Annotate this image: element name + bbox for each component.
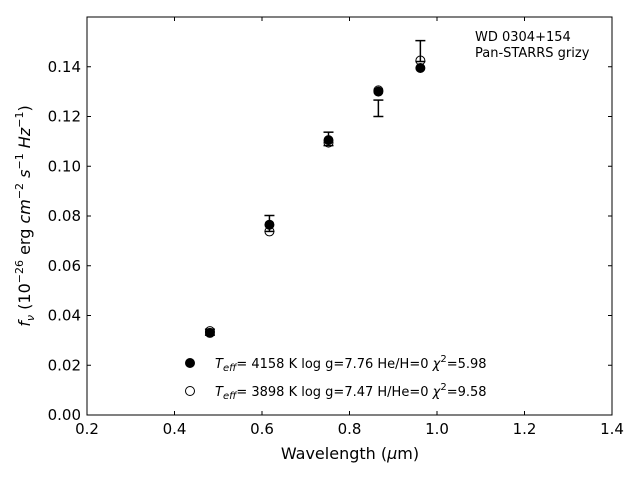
model-point-open <box>323 137 334 148</box>
annotation-survey-name: Pan-STARRS grizy <box>475 46 590 61</box>
y-tick-label: 0.12 <box>48 108 81 126</box>
model-point-open <box>373 85 384 96</box>
plot-area <box>204 39 426 338</box>
x-axis-label: Wavelength (μm) <box>281 444 419 463</box>
legend-label-model-1: Teff= 4158 K log g=7.76 He/H=0 χ2=5.98 <box>215 354 487 374</box>
legend: Teff= 4158 K log g=7.76 He/H=0 χ2=5.98 T… <box>185 354 487 402</box>
y-tick-label: 0.02 <box>48 356 81 374</box>
observed-errorbar <box>373 99 384 118</box>
model-point-open <box>204 326 215 337</box>
legend-marker-open <box>185 386 195 396</box>
y-axis-label: fν (10−26 erg cm−2 s−1 Hz−1) <box>13 105 37 326</box>
x-tick-label: 1.4 <box>600 420 624 438</box>
model-point-filled <box>264 219 275 230</box>
x-tick-label: 1.2 <box>513 420 537 438</box>
legend-marker-filled <box>185 358 195 368</box>
annotation-object-name: WD 0304+154 <box>475 30 571 45</box>
observed-errorbar <box>415 39 426 63</box>
legend-label-model-2: Teff= 3898 K log g=7.47 H/He=0 χ2=9.58 <box>215 382 487 402</box>
model-point-filled <box>415 62 426 73</box>
y-tick-label: 0.14 <box>48 58 81 76</box>
axis-ticks: 0.2 0.4 0.6 0.8 1.0 1.2 1.4 0.00 0.02 0.04 0.06 0.0… <box>48 17 624 438</box>
y-tick-label: 0.10 <box>48 157 81 175</box>
x-tick-label: 0.8 <box>338 420 362 438</box>
y-tick-label: 0.08 <box>48 207 81 225</box>
y-tick-label: 0.00 <box>48 406 81 424</box>
x-tick-label: 0.6 <box>250 420 274 438</box>
model-point-open <box>264 226 275 237</box>
y-tick-label: 0.04 <box>48 307 81 325</box>
y-tick-label: 0.06 <box>48 257 81 275</box>
x-tick-label: 0.4 <box>163 420 187 438</box>
model-point-filled <box>323 135 334 146</box>
x-tick-label: 1.0 <box>425 420 449 438</box>
x-tick-label: 0.2 <box>75 420 99 438</box>
model-point-open <box>415 55 426 66</box>
